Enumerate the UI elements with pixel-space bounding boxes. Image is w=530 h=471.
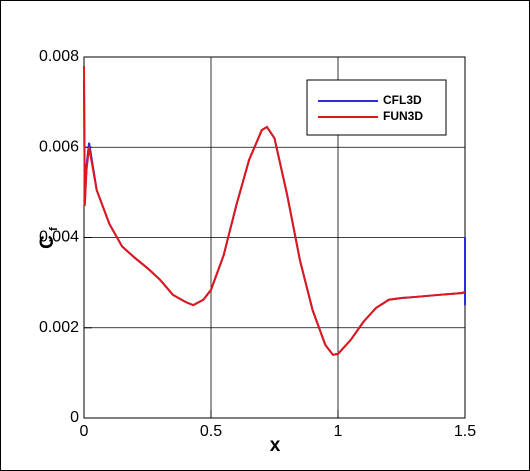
y-axis-label: C f [37,227,60,249]
x-tick-label: 0 [80,423,89,440]
legend-label: FUN3D [383,109,423,123]
x-tick-label: 1 [334,423,343,440]
y-tick-label: 0.008 [39,48,79,65]
legend-box [306,79,447,136]
legend-label: CFL3D [383,93,422,107]
y-tick-label: 0.004 [39,229,79,246]
y-tick-label: 0.006 [39,138,79,155]
x-tick-label: 1.5 [454,423,476,440]
y-tick-label: 0 [70,409,79,426]
x-tick-label: 0.5 [200,423,222,440]
x-axis-label: x [270,435,281,456]
y-axis-label-main: C [37,235,58,249]
y-axis-label-sub: f [48,227,60,231]
series-line [83,66,466,356]
y-tick-label: 0.002 [39,319,79,336]
